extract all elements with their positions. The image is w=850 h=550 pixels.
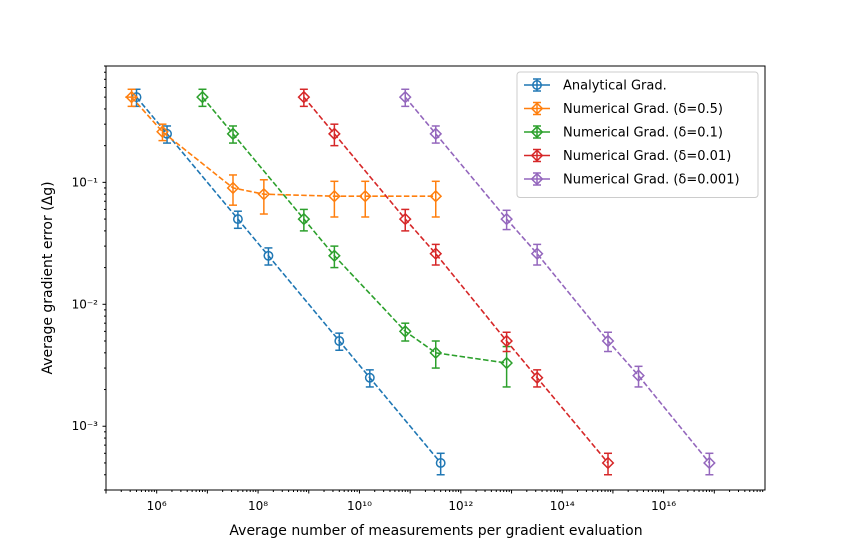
data-point bbox=[364, 372, 375, 383]
data-point bbox=[398, 90, 412, 104]
data-point bbox=[429, 189, 443, 203]
y-axis: 10⁻³ 10⁻² 10⁻¹ bbox=[72, 65, 106, 491]
legend-marker bbox=[530, 125, 544, 139]
data-point bbox=[297, 212, 311, 226]
y-tick-label: 10⁻¹ bbox=[72, 175, 99, 189]
legend-label: Numerical Grad. (δ=0.1) bbox=[563, 126, 723, 141]
legend-label: Numerical Grad. (δ=0.01) bbox=[563, 149, 731, 164]
data-point bbox=[429, 247, 443, 261]
x-tick-label: 10¹² bbox=[448, 499, 473, 513]
series-line bbox=[135, 96, 442, 464]
data-point bbox=[328, 189, 341, 203]
x-axis-label: Average number of measurements per gradi… bbox=[229, 523, 642, 539]
legend-label: Analytical Grad. bbox=[563, 79, 667, 94]
data-point bbox=[257, 187, 271, 201]
data-point bbox=[429, 346, 443, 360]
series-3 bbox=[196, 88, 513, 388]
data-point bbox=[601, 334, 615, 348]
legend-marker bbox=[532, 80, 542, 90]
legend-item: Numerical Grad. (δ=0.5) bbox=[524, 101, 723, 117]
series-1 bbox=[131, 88, 446, 476]
legend-marker bbox=[530, 172, 544, 186]
axes-frame bbox=[105, 65, 766, 491]
data-point bbox=[500, 334, 513, 348]
legend-item: Numerical Grad. (δ=0.1) bbox=[524, 125, 723, 141]
x-tick-label: 10⁶ bbox=[147, 499, 167, 513]
series-line bbox=[201, 96, 507, 364]
x-tick-label: 10¹⁶ bbox=[651, 499, 676, 513]
data-point bbox=[500, 212, 513, 226]
data-point bbox=[297, 90, 311, 104]
data-point bbox=[500, 356, 513, 370]
data-point bbox=[398, 212, 412, 226]
data-point bbox=[334, 336, 345, 346]
data-point bbox=[226, 127, 240, 141]
series-5 bbox=[398, 88, 716, 476]
legend: Analytical Grad. Numerical Grad. (δ=0.5) N… bbox=[516, 71, 759, 198]
legend-frame bbox=[516, 71, 759, 198]
y-tick-label: 10⁻² bbox=[72, 297, 99, 311]
y-axis-label: Average gradient error (Δg) bbox=[40, 181, 56, 374]
legend-marker bbox=[530, 149, 544, 162]
data-point bbox=[703, 456, 716, 470]
data-point bbox=[232, 214, 243, 225]
x-tick-label: 10¹⁴ bbox=[550, 499, 575, 513]
series-2 bbox=[125, 88, 443, 218]
data-point bbox=[196, 90, 209, 104]
data-point bbox=[398, 324, 412, 338]
data-point bbox=[358, 189, 372, 203]
data-point bbox=[226, 181, 240, 195]
series-4 bbox=[297, 88, 615, 476]
x-tick-label: 10⁸ bbox=[248, 499, 268, 513]
data-point bbox=[530, 247, 544, 261]
data-point bbox=[328, 127, 341, 141]
data-point bbox=[328, 249, 341, 263]
data-point bbox=[530, 371, 544, 385]
data-point bbox=[125, 90, 138, 104]
x-tick-label: 10¹⁰ bbox=[347, 499, 372, 513]
legend-label: Numerical Grad. (δ=0.001) bbox=[563, 173, 740, 188]
data-point bbox=[632, 369, 645, 382]
legend-item: Numerical Grad. (δ=0.01) bbox=[524, 148, 731, 164]
data-point bbox=[435, 457, 446, 468]
x-axis: 10⁶ 10⁸ 10¹⁰ 10¹² 10¹⁴ 10¹⁶ bbox=[105, 490, 764, 513]
legend-marker bbox=[530, 102, 544, 115]
data-point bbox=[601, 456, 615, 470]
data-point bbox=[429, 127, 443, 141]
legend-item: Numerical Grad. (δ=0.001) bbox=[524, 172, 740, 188]
series-layer bbox=[125, 88, 716, 476]
legend-item: Analytical Grad. bbox=[524, 78, 667, 94]
y-tick-label: 10⁻³ bbox=[72, 419, 99, 433]
data-point bbox=[263, 250, 274, 261]
data-point bbox=[156, 125, 169, 139]
legend-label: Numerical Grad. (δ=0.5) bbox=[563, 102, 723, 117]
